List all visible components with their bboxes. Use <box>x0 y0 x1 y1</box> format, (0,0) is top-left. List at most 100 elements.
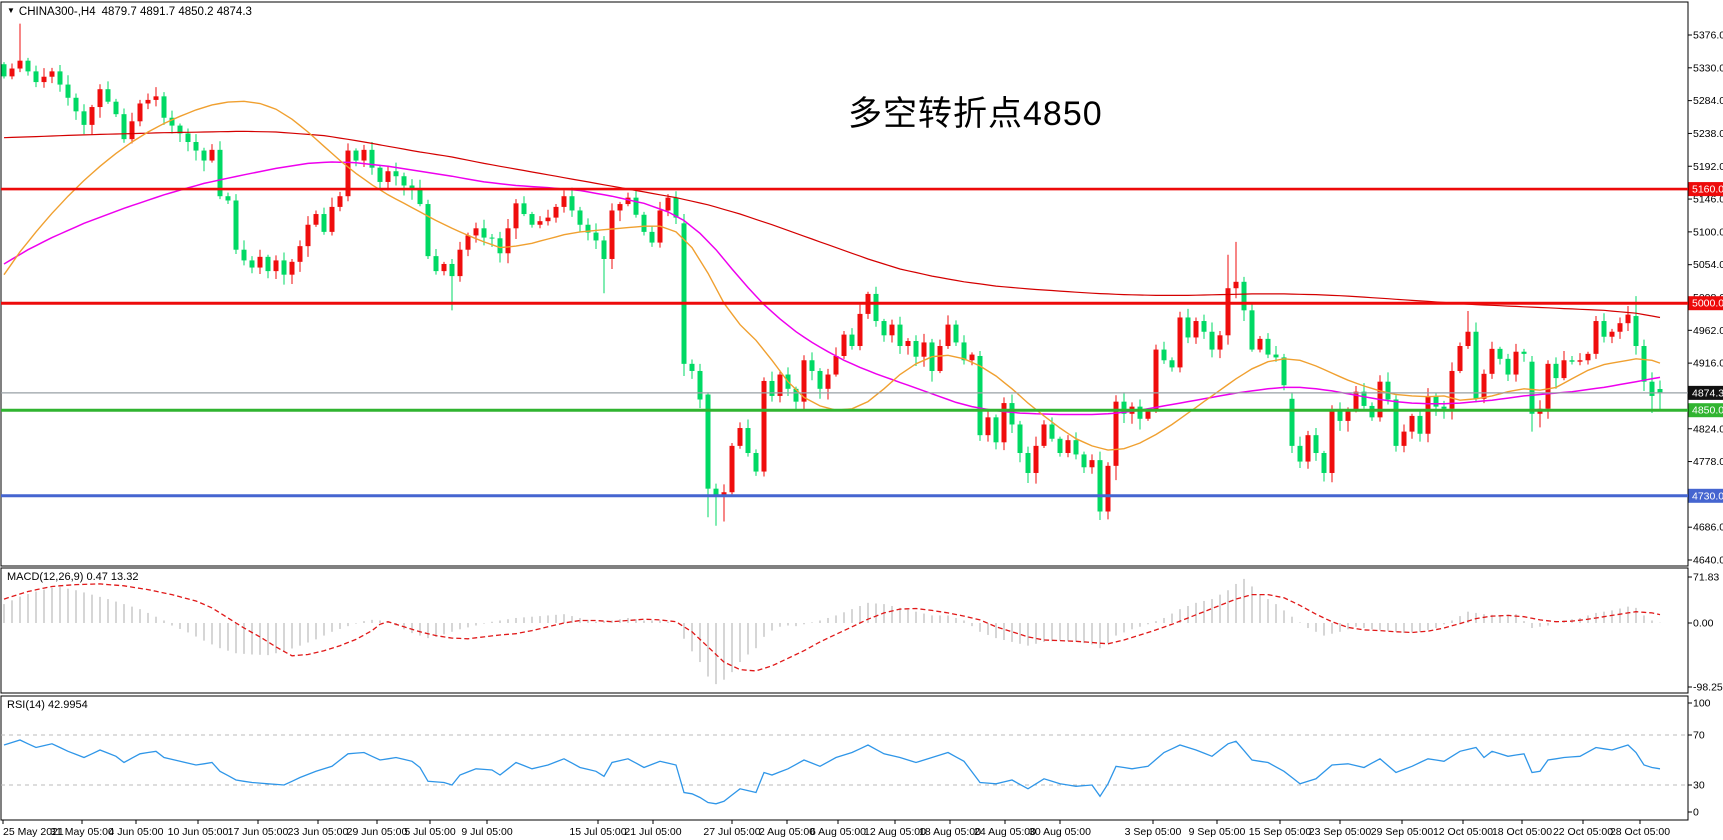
date-axis-label: 12 Oct 05:00 <box>1433 826 1493 838</box>
candle-down <box>33 71 39 83</box>
candle-up <box>1345 410 1351 421</box>
candle-down <box>233 200 239 250</box>
candle-down <box>393 171 399 177</box>
candle-up <box>833 355 839 375</box>
date-axis-label: 30 Aug 05:00 <box>1029 826 1091 838</box>
candle-up <box>1033 445 1039 473</box>
symbol-period-label: CHINA300-,H4 <box>18 6 96 18</box>
candle-up <box>1625 314 1631 324</box>
candle-down <box>1209 331 1215 350</box>
candle-down <box>1265 338 1271 355</box>
candle-down <box>689 363 695 371</box>
candle-up <box>273 260 279 272</box>
candle-down <box>1017 424 1023 454</box>
date-axis-label: 23 Sep 05:00 <box>1309 826 1372 838</box>
candle-up <box>137 103 143 122</box>
candle-down <box>977 355 983 436</box>
candle-down <box>673 197 679 218</box>
candle-up <box>729 445 735 493</box>
candle-down <box>321 214 327 232</box>
price-axis-label: 5376.0 <box>1693 30 1723 42</box>
price-axis-label: 4640.0 <box>1693 555 1723 567</box>
candle-up <box>1481 373 1487 399</box>
candle-up <box>1041 424 1047 446</box>
price-axis-label: 4686.0 <box>1693 522 1723 534</box>
candle-down <box>881 321 887 336</box>
macd-indicator-label: MACD(12,26,9) 0.47 13.32 <box>7 571 139 583</box>
candle-up <box>1113 401 1119 466</box>
candle-up <box>1177 317 1183 368</box>
candle-up <box>1457 346 1463 371</box>
candle-down <box>961 342 967 361</box>
price-badge-5000.0 <box>1688 296 1723 311</box>
rsi-axis-label: 70 <box>1693 730 1705 742</box>
candle-up <box>145 99 151 104</box>
candle-up <box>473 228 479 236</box>
candle-up <box>985 417 991 436</box>
candle-down <box>217 149 223 197</box>
main-price-pane <box>0 1 1689 567</box>
price-axis-label: 4824.0 <box>1693 423 1723 435</box>
candle-down <box>1569 360 1575 362</box>
price-axis-label: 4962.0 <box>1693 325 1723 337</box>
date-axis-label: 29 Jun 05:00 <box>347 826 408 838</box>
candle-up <box>337 196 343 207</box>
candle-down <box>1297 445 1303 462</box>
candle-down <box>1121 401 1127 414</box>
candle-up <box>1425 395 1431 434</box>
candle-up <box>1585 353 1591 361</box>
candle-down <box>713 488 719 496</box>
candle-up <box>97 89 103 108</box>
date-axis-label: 21 Jul 05:00 <box>624 826 681 838</box>
current-price-badge-text: 4874.3 <box>1692 387 1723 399</box>
candle-down <box>265 256 271 272</box>
ohlc-values: 4879.7 4891.7 4850.2 4874.3 <box>101 6 252 18</box>
candle-up <box>545 217 551 222</box>
price-badge-4850.0-text: 4850.0 <box>1692 405 1723 417</box>
candle-up <box>937 346 943 371</box>
candle-down <box>1289 398 1295 446</box>
candle-down <box>1073 440 1079 455</box>
current-price-badge <box>1688 385 1723 400</box>
candle-up <box>625 197 631 205</box>
candle-down <box>241 249 247 261</box>
candle-down <box>1417 415 1423 434</box>
candle-down <box>1553 363 1559 379</box>
price-axis-label: 5284.0 <box>1693 95 1723 107</box>
candle-up <box>89 107 95 125</box>
candle-up <box>41 76 47 83</box>
candle-up <box>1233 281 1239 289</box>
candle-down <box>353 150 359 161</box>
candle-up <box>1153 349 1159 411</box>
candle-down <box>1025 453 1031 473</box>
candle-up <box>1593 321 1599 354</box>
candle-up <box>9 68 15 77</box>
candle-down <box>1649 381 1655 396</box>
candle-down <box>521 203 527 215</box>
candle-down <box>449 263 455 277</box>
chart-annotation-text: 多空转折点4850 <box>848 95 1103 133</box>
candle-up <box>1089 460 1095 468</box>
candle-down <box>1049 424 1055 439</box>
candle-down <box>425 204 431 257</box>
price-badge-4730.0 <box>1688 488 1723 503</box>
candle-up <box>153 96 159 100</box>
candle-down <box>1641 346 1647 382</box>
candle-up <box>1329 410 1335 473</box>
candle-down <box>1161 349 1167 361</box>
date-axis-label: 10 Jun 05:00 <box>168 826 229 838</box>
candle-down <box>585 224 591 233</box>
candle-up <box>1449 370 1455 409</box>
date-axis-label: 25 May 2021 <box>3 826 64 838</box>
chevron-down-icon[interactable]: ▼ <box>7 6 15 15</box>
date-axis-label: 9 Jul 05:00 <box>461 826 513 838</box>
candle-up <box>49 71 55 77</box>
candle-down <box>1393 399 1399 446</box>
price-badge-4730.0-text: 4730.0 <box>1692 490 1723 502</box>
date-axis-label: 22 Oct 05:00 <box>1553 826 1613 838</box>
candle-down <box>593 232 599 241</box>
candle-up <box>1217 335 1223 350</box>
date-axis-label: 27 Jul 05:00 <box>703 826 760 838</box>
